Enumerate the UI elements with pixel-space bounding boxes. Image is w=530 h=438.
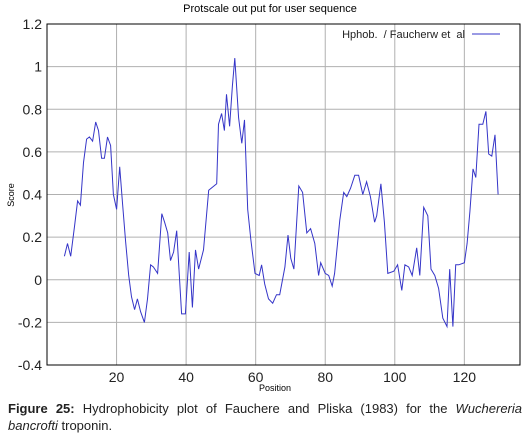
caption-text: Hydrophobicity plot of Fauchere and Plis… <box>82 401 448 416</box>
chart-title: Protscale out put for user sequence <box>183 3 357 15</box>
x-axis-label: Position <box>259 383 291 393</box>
x-tick-label: 40 <box>178 369 194 385</box>
chart: Protscale out put for user sequence Posi… <box>6 3 521 393</box>
caption-tail: troponin. <box>61 418 113 433</box>
y-tick-label: 0.6 <box>23 144 43 160</box>
caption-label: Figure 25: <box>8 401 75 416</box>
x-tick-label: 20 <box>109 369 125 385</box>
x-tick-label: 60 <box>248 369 264 385</box>
y-tick-label: 0 <box>34 272 42 288</box>
y-tick-label: 0.2 <box>23 229 43 245</box>
x-tick-label: 80 <box>317 369 333 385</box>
y-tick-label: 1 <box>34 59 42 75</box>
y-tick-label: -0.2 <box>18 314 42 330</box>
y-tick-label: 0.8 <box>23 101 43 117</box>
x-tick-label: 120 <box>453 369 477 385</box>
caption-species: Wuchereria bancrofti <box>8 401 522 433</box>
y-tick-label: -0.4 <box>18 357 42 373</box>
data-line <box>63 58 499 329</box>
plot-frame <box>46 23 521 366</box>
y-axis-label: Score <box>6 183 16 207</box>
legend-label: Hphob. / Faucherw et al <box>342 29 465 41</box>
figure-caption: Figure 25: Hydrophobicity plot of Fauche… <box>8 400 522 434</box>
y-tick-label: 1.2 <box>23 16 43 32</box>
x-tick-label: 100 <box>383 369 407 385</box>
y-tick-label: 0.4 <box>23 187 43 203</box>
